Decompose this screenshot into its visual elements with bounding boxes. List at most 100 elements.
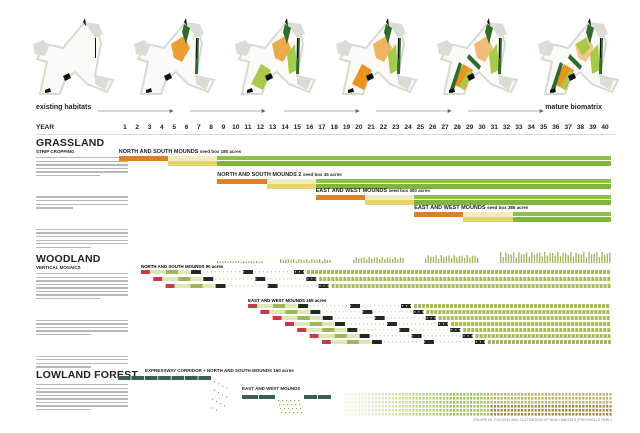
growth-mark <box>568 393 571 396</box>
growth-mark <box>480 393 483 396</box>
growth-mark <box>603 334 607 338</box>
planting-bar <box>284 322 294 326</box>
growth-mark <box>411 329 413 331</box>
grassland-phase-bar-orange <box>414 211 464 217</box>
growth-mark <box>322 311 324 313</box>
growth-mark <box>255 278 257 280</box>
growth-mark <box>298 271 300 273</box>
growth-mark <box>398 409 401 412</box>
year-tick: 5 <box>172 124 177 131</box>
growth-mark <box>518 310 522 314</box>
growth-mark <box>541 401 544 404</box>
growth-mark <box>415 329 417 331</box>
growth-mark <box>218 271 220 273</box>
growth-mark <box>363 284 367 288</box>
growth-mark <box>426 270 430 274</box>
growth-mark <box>482 304 486 308</box>
growth-mark <box>405 401 408 404</box>
growth-mark <box>538 405 541 408</box>
growth-mark <box>506 316 510 320</box>
growth-mark <box>482 310 486 314</box>
growth-mark <box>280 408 282 410</box>
tree-height-mark <box>295 260 297 263</box>
growth-mark <box>466 304 470 308</box>
growth-mark <box>598 304 602 308</box>
growth-mark <box>351 393 354 396</box>
growth-mark <box>455 335 457 337</box>
growth-mark <box>295 278 297 280</box>
tree-height-mark <box>280 259 282 263</box>
growth-mark <box>301 412 303 414</box>
growth-mark <box>521 413 524 416</box>
growth-mark <box>431 335 433 337</box>
year-tick: 11 <box>244 124 252 131</box>
row-note: seed box 385 acres <box>487 205 529 210</box>
growth-mark <box>371 329 373 331</box>
tree-height-mark <box>373 257 376 263</box>
growth-mark <box>487 284 491 288</box>
growth-mark <box>543 284 547 288</box>
growth-mark <box>299 404 301 406</box>
thinning-box <box>190 270 201 274</box>
growth-mark <box>374 397 377 400</box>
growth-mark <box>570 304 574 308</box>
growth-mark <box>398 401 401 404</box>
growth-mark <box>565 393 568 396</box>
growth-mark <box>350 323 352 325</box>
growth-mark <box>498 310 502 314</box>
growth-mark <box>495 284 499 288</box>
growth-mark <box>499 284 503 288</box>
growth-mark <box>344 413 347 416</box>
growth-mark <box>449 405 452 408</box>
tree-height-mark <box>355 257 357 263</box>
growth-mark <box>606 270 610 274</box>
growth-mark <box>388 397 391 400</box>
growth-mark <box>453 401 456 404</box>
growth-mark <box>518 322 522 326</box>
growth-mark <box>340 405 343 408</box>
growth-mark <box>467 328 471 332</box>
tree-height-mark <box>502 256 504 263</box>
tree-height-mark <box>311 259 313 263</box>
year-tick: 25 <box>416 124 425 131</box>
tree-height-mark <box>567 255 569 263</box>
growth-mark <box>574 316 578 320</box>
growth-mark <box>394 317 396 319</box>
growth-mark <box>451 341 453 343</box>
growth-mark <box>473 409 476 412</box>
growth-mark <box>449 413 452 416</box>
growth-mark <box>591 334 595 338</box>
year-tick: 30 <box>478 124 486 131</box>
growth-mark <box>408 409 411 412</box>
growth-mark <box>323 277 327 281</box>
growth-mark <box>590 310 594 314</box>
growth-mark <box>337 409 339 412</box>
growth-mark <box>354 270 358 274</box>
growth-mark <box>494 316 498 320</box>
growth-mark <box>378 405 381 408</box>
growth-mark <box>459 397 462 400</box>
growth-mark <box>503 328 507 332</box>
growth-mark <box>359 284 363 288</box>
growth-mark <box>212 407 214 409</box>
growth-mark <box>395 393 398 396</box>
tree-height-mark <box>371 258 373 263</box>
lowland-planting-box <box>118 376 131 380</box>
growth-mark <box>318 305 320 307</box>
lowland-planting-box <box>171 376 185 380</box>
growth-mark <box>504 413 507 416</box>
growth-mark <box>414 304 418 308</box>
growth-mark <box>410 305 412 307</box>
growth-mark <box>587 334 591 338</box>
growth-mark <box>514 405 517 408</box>
growth-mark <box>368 397 371 400</box>
growth-mark <box>239 278 241 280</box>
growth-mark <box>463 328 467 332</box>
growth-mark <box>514 409 517 412</box>
mature-biomatrix-label: mature biomatrix <box>545 104 602 111</box>
growth-mark <box>568 397 571 400</box>
growth-mark <box>442 304 446 308</box>
growth-mark <box>361 397 364 400</box>
growth-mark <box>422 270 426 274</box>
growth-mark <box>590 304 594 308</box>
